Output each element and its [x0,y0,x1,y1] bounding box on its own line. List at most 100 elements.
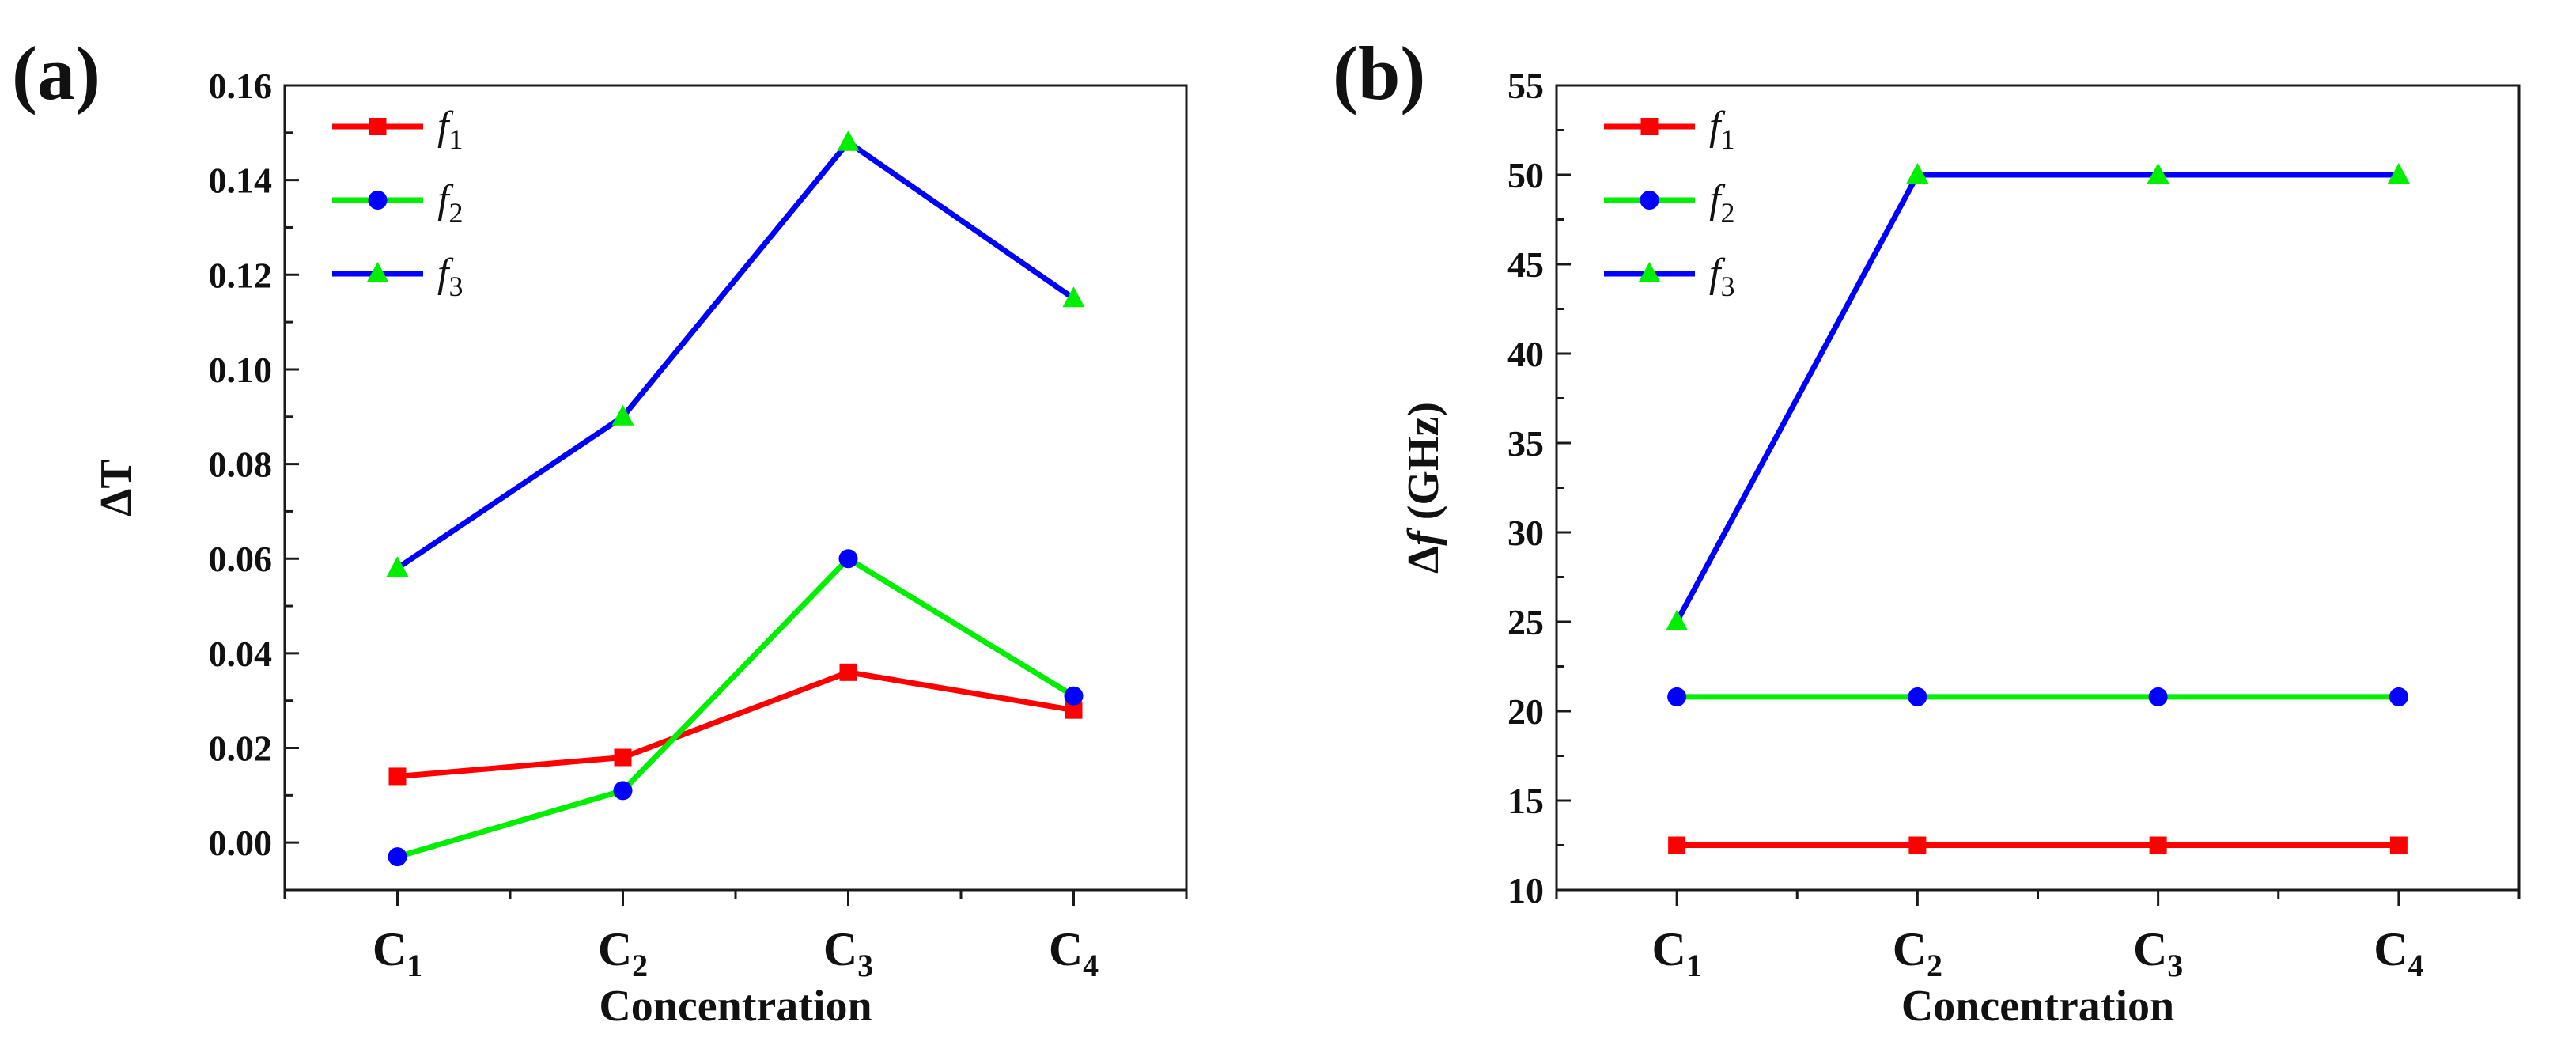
panel-b-series-f3 [1666,163,2410,630]
panel-a-series-f2-line [396,555,1076,860]
panel-b-legend-entry-f1: f1 [1604,104,1734,155]
panel-a-series-f2 [388,549,1084,867]
panel-a-x-axis-title: Concentration [599,982,872,1031]
panel-b-series-f1-marker-square [1668,836,1686,854]
panel-b-y-tick-label: 35 [1507,423,1544,464]
panel-a-x-tick-sub: 3 [857,948,873,983]
panel-a-series-f2-marker-circle [388,847,407,867]
panel-b-series-f3-marker-triangle [2387,163,2410,184]
panel-b-x-tick-label: C1 [1651,923,1701,983]
panel-a-legend-entry-f3-label-sub: 3 [448,271,463,302]
panel-b-y-title-delta: Δ [1399,546,1448,574]
panel-b-legend-entry-f2: f2 [1604,177,1734,229]
panel-b-y-tick-label: 25 [1507,602,1544,642]
panel-a-y-tick-label: 0.10 [209,350,273,390]
panel-a-series-f1-marker-square [614,748,632,767]
panel-b-legend-entry-f3-label-sub: 3 [1720,271,1734,302]
panel-b-y-tick-label: 15 [1507,781,1544,821]
panel-a-series-f1 [388,663,1083,786]
panel-a-x-tick-main: C [598,923,632,975]
panel-a-y-axis-title: ΔT [92,459,141,516]
panel-b-series-f3-line [1674,172,2399,623]
panel-b-series-f3-marker-triangle [1666,610,1689,630]
panel-a-series-f2-marker-circle [838,549,858,569]
panel-a-legend-entry-f3: f3 [332,251,463,302]
panel-a-y-tick-label: 0.08 [209,445,273,485]
panel-a-x-tick-sub: 2 [632,948,648,983]
panel-a-legend-entry-f2-swatch-marker [368,191,388,210]
panel-a-series-f3 [386,130,1085,577]
panel-b-label: (b) [1333,31,1425,115]
panel-a-y-tick-label: 0.14 [209,161,273,201]
panel-a-legend-entry-f2-label: f2 [437,177,463,229]
panel-a-y-tick-label: 0.06 [209,539,273,579]
panel-a-series-f1-marker-square [1065,701,1083,719]
panel-b-series-f1-marker-square [1908,836,1927,854]
panel-b-legend-entry-f2-label: f2 [1709,177,1734,229]
panel-b-series-f3-marker-triangle [2147,163,2169,184]
panel-a-legend: f1 f2 f3 [332,104,463,302]
panel-a-x-tick-sub: 4 [1083,948,1099,983]
panel-b-series-f2-marker-circle [2389,687,2408,706]
panel-a-series-f1-line [397,669,1075,779]
panel-a-x-tick-label: C3 [823,923,873,983]
panel-a-legend-entry-f3-swatch-marker [366,262,389,282]
panel-a-series-f3-marker-triangle [1062,286,1085,308]
panel-a-x-tick-sub: 1 [407,948,422,983]
panel-b-y-tick-label: 45 [1507,244,1544,285]
panel-b-x-tick-label: C2 [1893,923,1942,983]
panel-b-x-tick-sub: 1 [1686,948,1702,983]
panel-a-legend-entry-f2: f2 [332,177,463,229]
panel-a-series-f3-line [395,139,1076,571]
panel-a-x-tick-main: C [823,923,857,975]
panel-b-legend-entry-f1-label-sub: 1 [1720,123,1734,155]
panel-b-legend-entry-f2-label-sub: 2 [1720,197,1734,229]
panel-b-series-f1-marker-square [2149,836,2167,854]
panel-b-series-f2 [1667,687,2408,706]
panel-a-legend-entry-f1-label: f1 [437,104,463,155]
panel-a-series-f3-marker-triangle [837,130,860,151]
panel-b-x-axis-title: Concentration [1901,982,2174,1031]
panel-a-x-tick-label: C4 [1049,923,1099,983]
panel-a-y-tick-label: 0.12 [209,255,273,295]
panel-a: (a) 0.00 0.02 0.04 0.06 0.08 0.10 0.12 0.14 0.16 C… [12,31,1188,1031]
panel-b-y-tick-label: 10 [1507,870,1544,911]
panel-b-legend-entry-f3-swatch-marker [1638,262,1661,282]
panel-b-x-tick-main: C [2133,923,2167,975]
panel-b-x-tick-sub: 3 [2167,948,2183,983]
panel-a-y-tick-label: 0.00 [209,823,273,863]
panel-a-x-tick-label: C2 [598,923,648,983]
panel-a-legend-entry-f2-label-sub: 2 [448,197,463,229]
panel-b-y-title-unit: (GHz) [1399,402,1448,531]
panel-a-series-f1-marker-square [388,767,407,786]
panel-b-y-tick-label: 55 [1507,66,1544,106]
panel-b-legend-entry-f2-swatch-marker [1640,191,1659,210]
panel-a-y-tick-label: 0.04 [209,634,273,674]
panel-b-series-f2-marker-circle [2148,687,2168,706]
panel-a-series-f2-marker-circle [613,781,633,801]
panel-b-y-tick-label: 50 [1507,155,1544,195]
panel-b-legend: f1 f2 f3 [1604,104,1734,302]
panel-a-x-tick-main: C [1049,923,1083,975]
panel-b-series-f1-marker-square [2389,836,2408,854]
panel-b-y-axis-title: Δf (GHz) [1399,402,1448,574]
panel-b-x-tick-sub: 2 [1927,948,1942,983]
panel-a-y-tick-label: 0.16 [209,66,273,106]
panel-a-series-f1-marker-square [839,663,857,681]
panel-a-legend-entry-f1-swatch-marker [369,118,387,135]
panel-a-y-tick-label: 0.02 [209,729,273,769]
panel-b-x-tick-main: C [1651,923,1685,975]
panel-b-y-tick-label: 40 [1507,334,1544,374]
panel-b-x-tick-main: C [2374,923,2408,975]
panel-b-x-tick-sub: 4 [2408,948,2424,983]
panel-a-x-tick-label: C1 [373,923,422,983]
panel-a-series-f2-marker-circle [1064,686,1084,706]
panel-a-legend-entry-f1-label-sub: 1 [448,123,463,155]
panel-a-series-f3-marker-triangle [611,404,634,426]
panel-b-y-tick-label: 30 [1507,513,1544,553]
panel-a-series-f3-marker-triangle [386,556,409,577]
panel-a-legend-entry-f3-label: f3 [437,251,463,302]
panel-b-y-tick-label: 20 [1507,691,1544,732]
